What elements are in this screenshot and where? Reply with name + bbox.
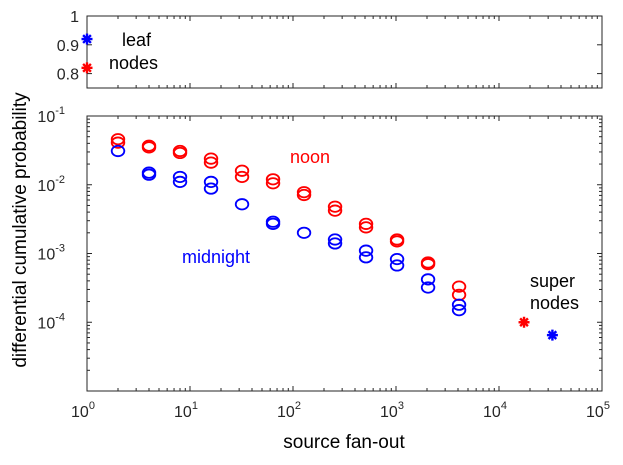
- data-point-circle: [110, 133, 126, 146]
- data-point-circle: [420, 258, 436, 271]
- data-point-circle: [110, 136, 126, 149]
- y-axis-label: differential cumulative probability: [10, 92, 31, 368]
- y-tick-label: 10-3: [37, 243, 65, 264]
- x-tick-label: 102: [277, 400, 301, 421]
- y-tick-label: 0.8: [57, 67, 79, 84]
- data-point-circle: [203, 156, 219, 169]
- y-tick-label: 0.9: [57, 38, 79, 55]
- x-tick-label: 103: [380, 400, 404, 421]
- data-point-circle: [234, 164, 250, 177]
- x-tick-label: 101: [174, 400, 198, 421]
- annotation-leaf: leaf: [122, 30, 152, 50]
- data-point-circle: [358, 221, 374, 234]
- data-point-circle: [172, 175, 188, 189]
- data-point-circle: [296, 226, 312, 239]
- x-tick-label: 104: [483, 400, 507, 421]
- data-point-circle: [110, 144, 126, 158]
- y-tick-label: 10-4: [37, 311, 65, 332]
- annotation-noon: noon: [290, 147, 330, 167]
- data-point-circle: [358, 251, 374, 264]
- top-panel: 0.8 0.9 1 leaf nodes: [57, 9, 603, 89]
- data-point-circle: [296, 188, 312, 202]
- data-point-circle: [389, 252, 405, 266]
- data-point-star: [546, 329, 558, 341]
- data-point-circle: [327, 237, 343, 250]
- data-point-circle: [172, 170, 188, 184]
- data-point-circle: [265, 217, 281, 230]
- top-panel-ticks: 0.8 0.9 1: [57, 9, 602, 84]
- bottom-panel-frame: [86, 115, 603, 392]
- data-point-star: [81, 62, 93, 74]
- data-point-circle: [358, 244, 374, 257]
- bottom-panel-marks: [110, 133, 558, 341]
- top-panel-frame: [86, 15, 603, 89]
- data-point-circle: [451, 298, 467, 311]
- data-point-circle: [172, 146, 188, 160]
- data-point-circle: [141, 168, 157, 181]
- data-point-circle: [389, 235, 405, 248]
- data-point-circle: [203, 182, 219, 195]
- data-point-circle: [420, 273, 436, 286]
- x-axis-label: source fan-out: [283, 432, 405, 453]
- data-point-circle: [420, 281, 436, 294]
- data-point-star: [518, 316, 530, 328]
- data-point-circle: [141, 141, 157, 154]
- y-tick-label: 10-2: [37, 174, 65, 195]
- annotation-super: super: [530, 271, 575, 291]
- bottom-panel-ticks: 100 101 102 103 104 105 10-4 10-3 10-2 10-1: [37, 16, 610, 421]
- top-panel-marks: [81, 33, 93, 74]
- data-point-circle: [234, 198, 250, 211]
- data-point-circle: [203, 175, 219, 189]
- annotation-super-nodes: nodes: [530, 293, 579, 313]
- data-point-circle: [234, 170, 250, 184]
- data-point-circle: [327, 200, 343, 213]
- annotation-midnight: midnight: [182, 247, 250, 267]
- data-point-circle: [327, 233, 343, 246]
- data-point-circle: [203, 152, 219, 165]
- annotation-leaf-nodes: nodes: [109, 53, 158, 73]
- data-point-circle: [327, 204, 343, 217]
- data-point-circle: [265, 177, 281, 190]
- data-point-circle: [451, 280, 467, 293]
- data-point-circle: [451, 304, 467, 317]
- y-tick-label: 1: [70, 9, 79, 26]
- y-tick-label: 10-1: [37, 105, 65, 126]
- x-tick-label: 105: [586, 400, 610, 421]
- data-point-circle: [389, 259, 405, 272]
- x-tick-label: 100: [71, 400, 95, 421]
- data-point-circle: [265, 173, 281, 186]
- data-point-circle: [358, 217, 374, 230]
- data-point-star: [81, 33, 93, 45]
